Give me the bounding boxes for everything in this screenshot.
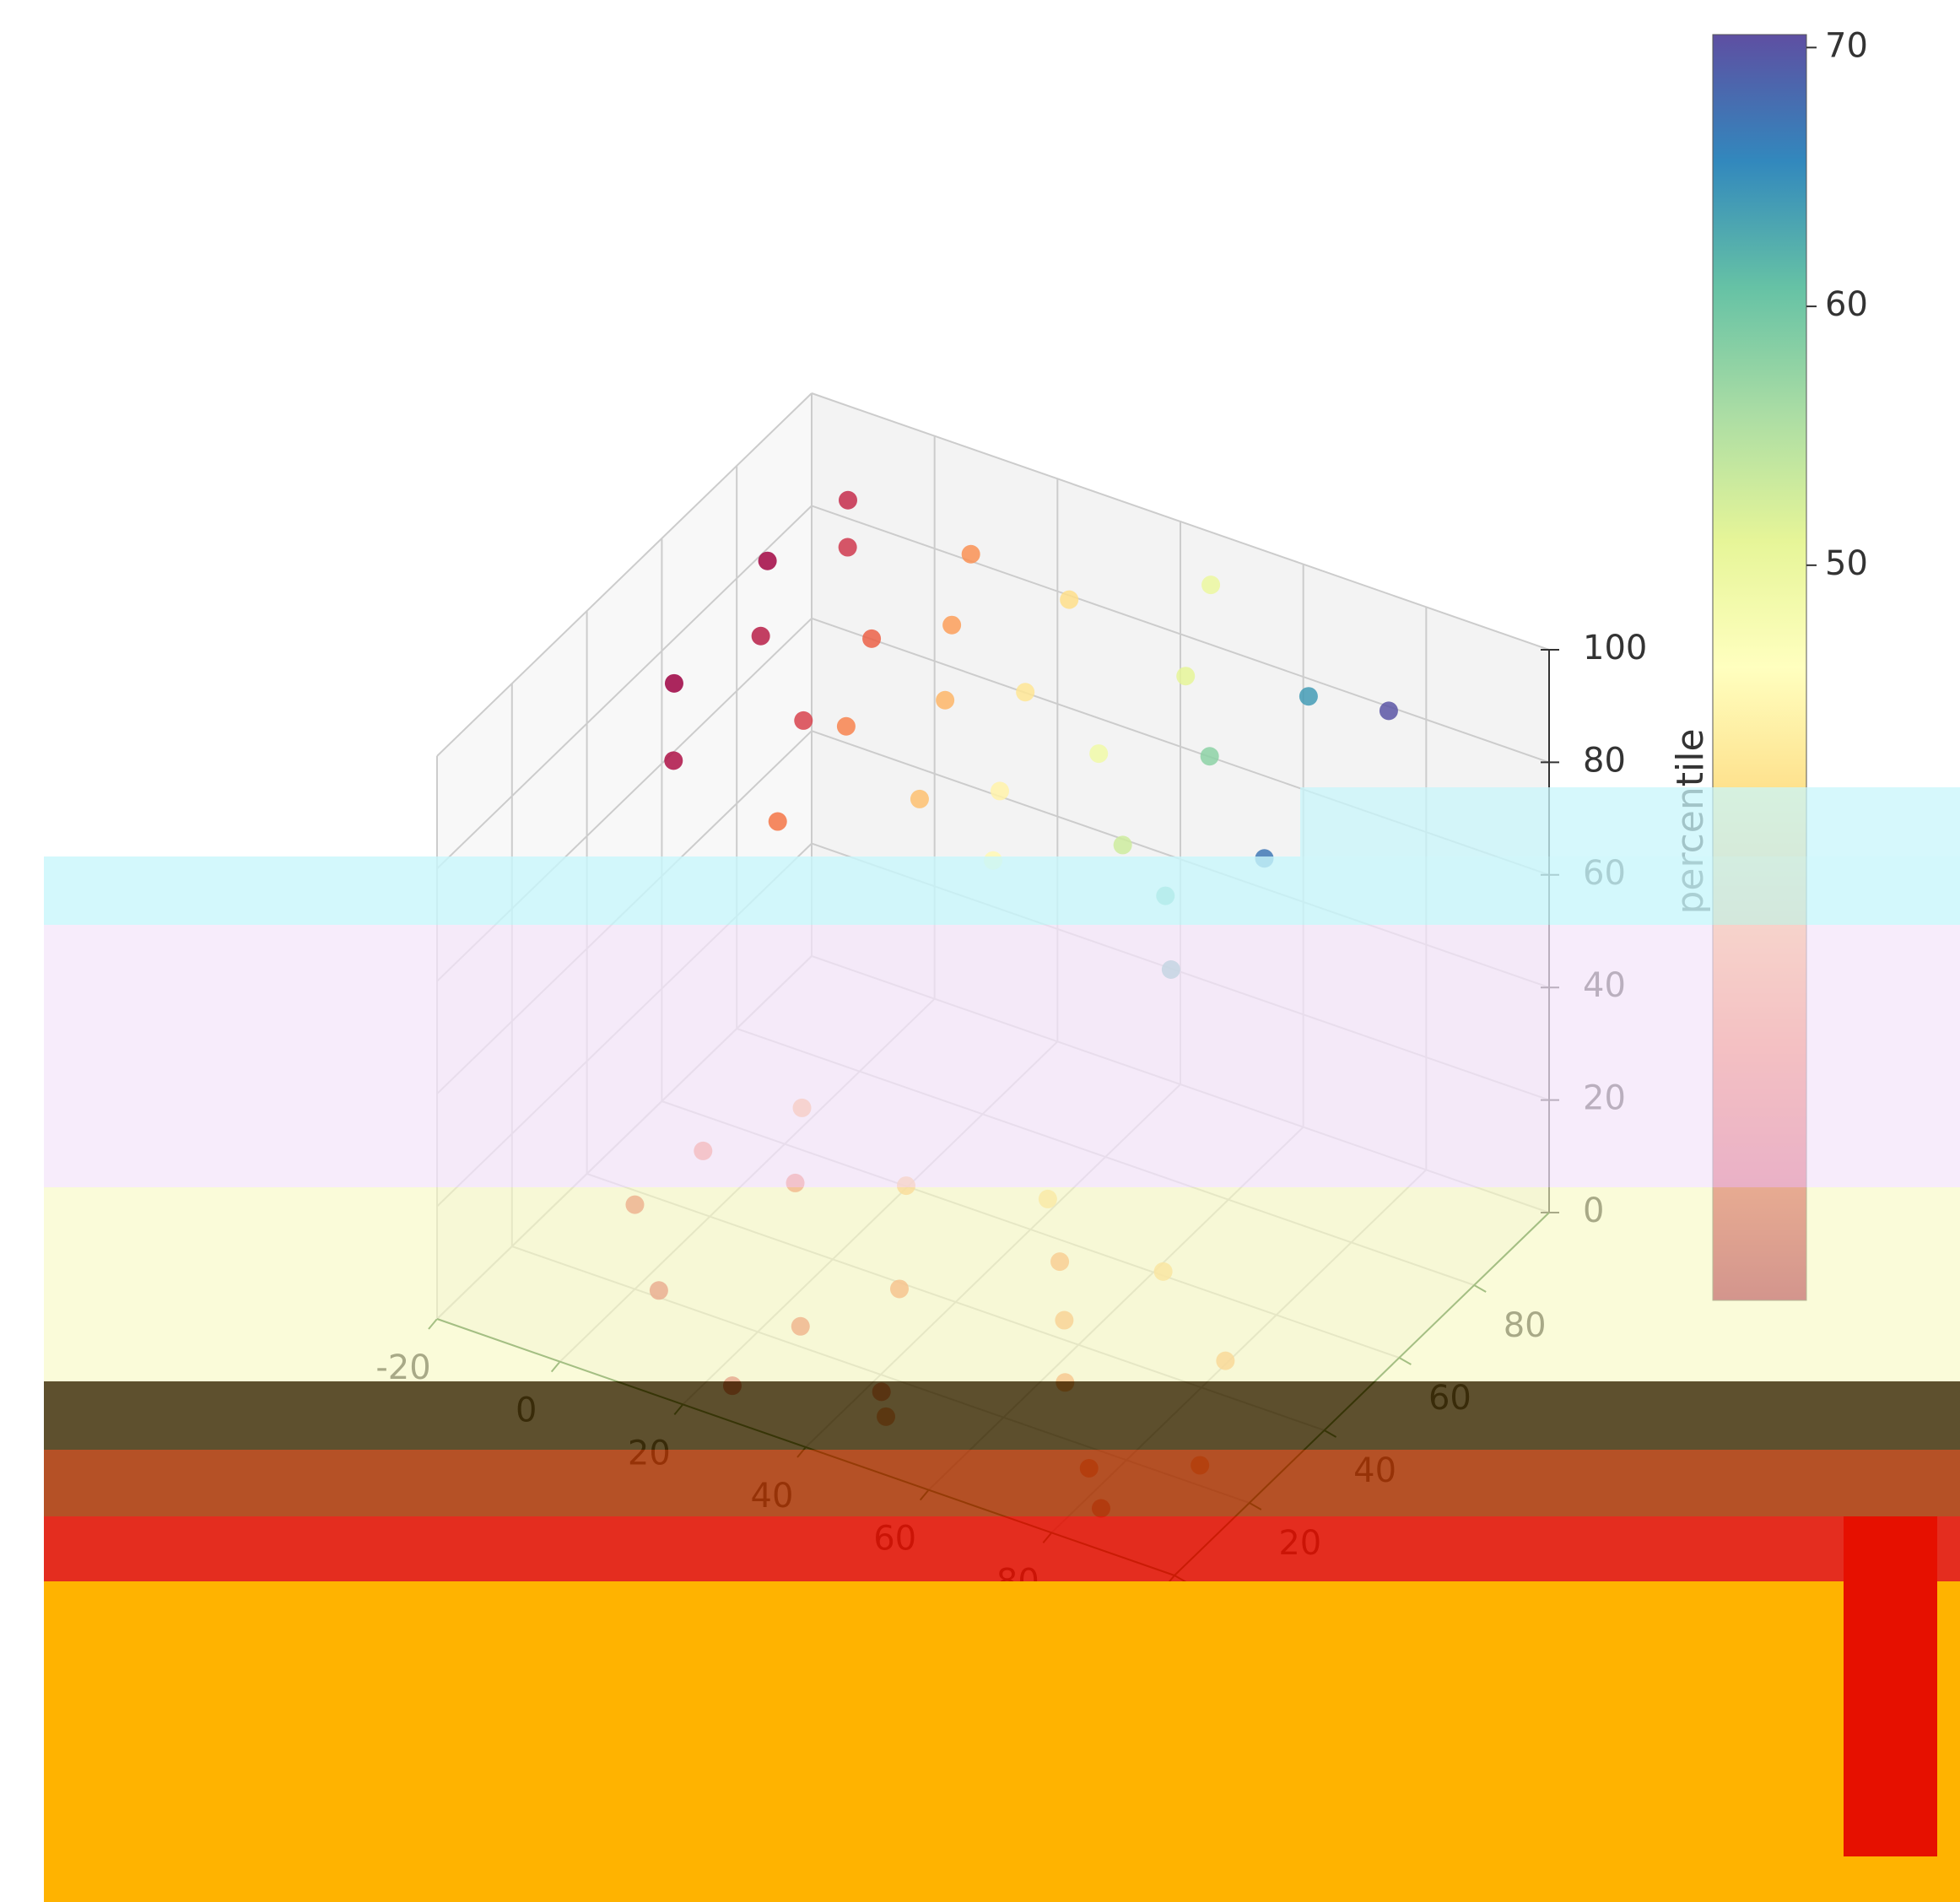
point [1016,683,1034,701]
point [752,627,770,646]
point [991,781,1009,800]
point [872,1382,891,1401]
point [1092,1499,1110,1517]
point [723,1376,742,1395]
point [1201,747,1219,765]
colorbar [1713,35,1806,1300]
point [1299,687,1318,705]
point [1039,1190,1057,1208]
z-tick-label: 60 [1583,854,1626,893]
z-tick-label: 40 [1583,966,1626,1005]
point [1050,1252,1069,1271]
z-tick-label: 80 [1583,741,1626,780]
y-tick-label: 60 [1428,1379,1471,1418]
point [1380,701,1398,720]
point [839,491,857,510]
z-tick-label: 20 [1583,1079,1626,1118]
colorbar-group: 50 60 70 [1713,26,1868,1300]
x-tick-label: 80 [996,1562,1039,1601]
point [862,629,881,648]
y-tick [1474,1285,1486,1292]
point [794,711,813,730]
point [877,1408,895,1426]
point [1114,835,1132,854]
point [650,1281,668,1300]
x-tick-label: 20 [628,1434,671,1472]
y-tick [1399,1358,1411,1364]
point [1201,575,1220,594]
colorbar-tick-label: 70 [1825,26,1868,65]
y-tick-label: 20 [1278,1524,1321,1563]
x-tick [921,1490,929,1500]
x-tick-label: 40 [751,1477,794,1516]
point [1056,1373,1074,1391]
x-axis-label: en_percentile [865,1593,1116,1711]
point [759,552,777,570]
point [1055,1311,1073,1330]
point [786,1174,805,1192]
point [837,717,856,736]
x-tick-label: 60 [873,1520,916,1559]
glitch-band [44,1581,1960,1902]
point [839,538,857,557]
point [1089,744,1108,763]
point [793,1099,812,1117]
point [1216,1352,1234,1370]
y-tick [1174,1575,1186,1582]
x-tick-label: -20 [375,1348,430,1387]
x-tick [429,1319,437,1329]
x-tick-label: 0 [516,1391,537,1430]
z-tick-label: 100 [1583,629,1647,667]
x-tick [1043,1532,1051,1543]
point [910,790,929,808]
point [890,1279,909,1298]
point [1060,591,1078,609]
x-tick-label: 100 [1109,1605,1173,1644]
colorbar-tick-label: 50 [1825,544,1868,583]
point [1255,849,1274,867]
y-tick [1250,1503,1261,1510]
point [665,674,683,693]
point [664,751,683,770]
point [1156,887,1174,905]
z-tick-label: 0 [1583,1191,1604,1230]
x-tick [674,1404,683,1414]
y-tick-label: 80 [1504,1306,1547,1345]
colorbar-tick-label: 60 [1825,285,1868,324]
y-tick-label: 0 [1214,1597,1235,1635]
z-axis-label: percentile [1669,728,1712,914]
point [625,1196,644,1214]
glitch-band [1844,1516,1937,1856]
y-tick [1325,1430,1336,1437]
point [942,616,961,635]
point [962,545,980,564]
point [984,851,1002,870]
point [1162,960,1180,979]
y-tick-label: 40 [1353,1451,1396,1490]
x-tick [1166,1575,1174,1586]
point [1176,667,1195,685]
point [1154,1262,1173,1281]
point [897,1176,915,1195]
x-tick [797,1447,806,1457]
x-tick [552,1362,560,1372]
point [694,1142,712,1160]
point [936,691,954,710]
chart: -20020406080100020406080020406080100en_p… [0,0,1960,1902]
point [1080,1459,1099,1478]
point [1191,1456,1209,1474]
point [791,1317,810,1336]
point [769,813,787,831]
